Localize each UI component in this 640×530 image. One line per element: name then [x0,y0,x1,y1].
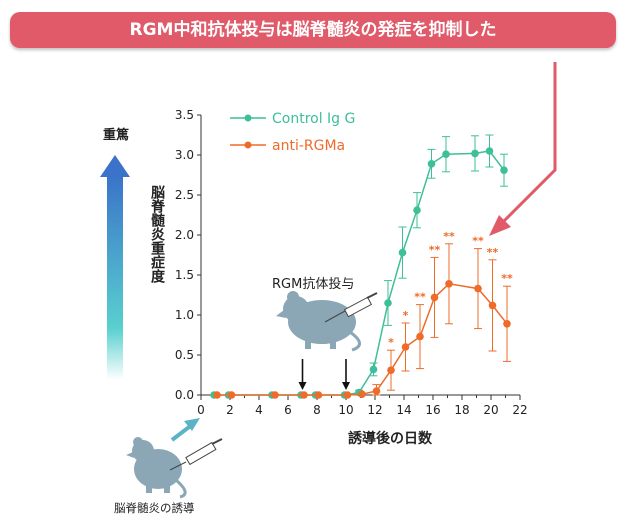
data-point-control [384,299,392,307]
data-point-anti [474,284,482,293]
title-banner: RGM中和抗体投与は脳脊髄炎の発症を抑制した [10,12,616,48]
data-point-control [500,166,508,174]
x-tick-label: 12 [367,403,382,417]
y-tick-label: 2.0 [175,228,194,242]
dosing-mouse-illustration [276,291,378,352]
severity-high-label: 重篤 [103,128,130,143]
data-point-control [369,365,378,374]
data-point-control [471,149,479,158]
y-tick-label: 3.5 [175,108,194,122]
x-tick-label: 14 [396,403,411,417]
significance-marker: ** [501,272,513,285]
data-point-anti [387,366,395,375]
data-point-anti [503,320,511,328]
legend-label-control: Control Ig G [272,111,355,127]
data-point-anti [343,391,352,399]
legend: Control Ig G anti-RGMa [230,111,355,154]
legend-label-anti: anti-RGMa [272,138,345,154]
significance-marker: ** [429,243,441,256]
induction-mouse-illustration [126,437,223,499]
y-tick-label: 2.5 [175,188,194,202]
dosing-day-arrowhead [298,382,307,390]
dosing-day-arrowhead [342,382,350,390]
x-tick-label: 2 [226,403,234,417]
y-tick-label: 0.5 [175,348,194,362]
significance-marker: * [388,336,394,349]
induction-label: 脳脊髄炎の誘導 [114,501,195,515]
data-point-anti [430,293,439,302]
severity-arrow-body [107,175,123,380]
x-tick-label: 0 [197,403,205,417]
data-point-anti [271,391,279,399]
banner-title: RGM中和抗体投与は脳脊髄炎の発症を抑制した [129,20,497,40]
x-tick-label: 10 [338,403,353,417]
banner-connector-arrowhead [489,215,511,236]
dosing-label: RGM抗体投与 [272,277,355,292]
data-point-control [485,147,494,155]
plot-area: 0.0 0.5 1.0 1.5 2.0 2.5 3.0 3.5 0 2 4 6 8 10 12 14 16 18 2… [175,108,528,417]
data-point-anti [300,391,308,399]
significance-marker: ** [472,235,484,248]
data-point-control [427,160,436,168]
data-point-control [398,248,407,257]
x-tick-label: 22 [512,403,527,417]
y-tick-label: 3.0 [175,148,194,162]
data-point-anti [358,390,366,399]
legend-marker-anti [244,141,252,149]
x-tick-label: 18 [454,403,469,417]
y-tick-label: 0.0 [175,388,194,402]
data-point-anti [401,343,410,351]
x-tick-label: 16 [425,403,440,417]
data-point-anti [372,387,381,395]
x-tick-label: 8 [313,403,321,417]
data-point-anti [227,391,236,399]
significance-marker: * [403,309,409,322]
data-point-anti [213,391,221,399]
series-line-anti [217,282,508,396]
data-point-anti [488,301,497,310]
data-point-control [442,150,450,158]
data-point-anti [445,280,453,288]
y-axis-label: 脳脊髄炎重症度 [149,185,165,283]
x-tick-label: 4 [255,403,263,417]
series-line-control [214,150,505,396]
legend-marker-control [244,114,252,122]
data-point-anti [416,332,424,341]
significance-marker: ** [487,246,499,259]
y-tick-label: 1.0 [175,308,194,322]
banner-connector-arrow [498,62,557,227]
x-tick-label: 20 [483,403,498,417]
significance-marker: ** [443,230,455,243]
significance-marker: ** [414,291,426,304]
data-point-anti [314,391,323,399]
induction-arrowhead [184,418,200,431]
severity-arrowhead [100,155,130,177]
data-point-control [413,206,421,214]
x-axis-label: 誘導後の日数 [348,431,432,447]
x-tick-label: 6 [284,403,292,417]
y-tick-label: 1.5 [175,268,194,282]
